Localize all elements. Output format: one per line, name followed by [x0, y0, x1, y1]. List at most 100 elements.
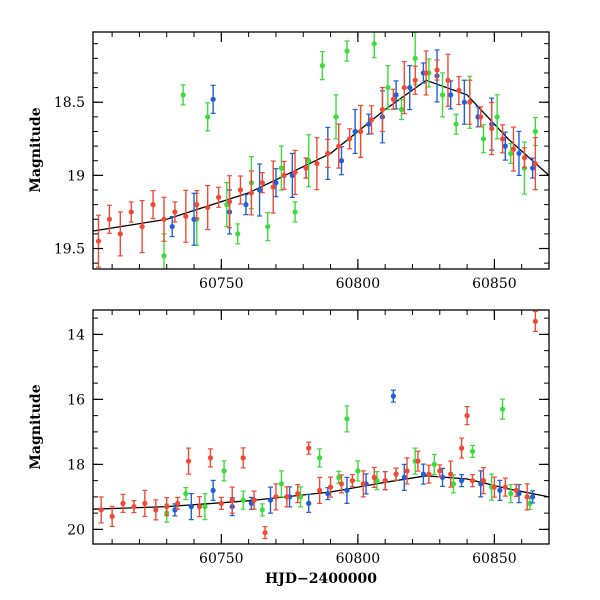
data-point	[202, 504, 208, 510]
fit-curve	[93, 79, 549, 232]
data-point	[205, 114, 211, 120]
data-point	[344, 487, 350, 493]
data-point	[327, 484, 334, 490]
data-point	[98, 507, 104, 513]
data-point	[530, 165, 536, 171]
data-point	[532, 161, 538, 167]
data-point	[352, 128, 358, 135]
data-point	[426, 471, 432, 477]
data-point	[139, 223, 145, 230]
data-point	[420, 471, 426, 477]
data-point	[235, 231, 241, 237]
data-point	[393, 471, 399, 477]
data-point	[467, 99, 473, 105]
data-point	[530, 494, 536, 500]
data-point	[469, 448, 476, 454]
data-point	[459, 478, 465, 484]
data-point	[478, 114, 484, 120]
data-point	[150, 202, 156, 208]
data-point	[453, 121, 459, 127]
data-point	[445, 77, 451, 83]
x-tick-label: 60850	[472, 551, 517, 567]
data-point	[210, 487, 216, 493]
data-point	[532, 128, 538, 135]
data-point	[382, 478, 388, 484]
data-point	[532, 318, 538, 324]
y-tick-label: 16	[67, 392, 85, 408]
data-point	[164, 504, 170, 510]
data-point	[270, 184, 276, 190]
data-point	[314, 161, 320, 167]
data-point	[317, 487, 323, 493]
data-point	[169, 223, 175, 230]
data-point	[344, 416, 350, 422]
data-point	[218, 500, 224, 506]
y-tick-label: 20	[67, 522, 85, 538]
data-point	[325, 150, 331, 157]
data-point	[191, 216, 197, 222]
data-point	[385, 84, 391, 91]
x-tick-label: 60850	[472, 276, 517, 292]
data-point	[172, 209, 178, 215]
data-point	[221, 468, 227, 474]
data-point	[489, 125, 495, 132]
data-point	[306, 158, 312, 164]
y-tick-label: 14	[67, 327, 85, 343]
data-point	[448, 471, 454, 477]
data-point	[401, 84, 407, 91]
data-point	[508, 150, 514, 157]
data-point	[499, 136, 506, 142]
data-point	[292, 169, 298, 176]
data-point	[273, 180, 279, 186]
data-point	[371, 41, 377, 47]
data-point	[434, 67, 440, 73]
x-tick-label: 60800	[336, 551, 381, 567]
data-point	[494, 114, 500, 120]
data-point	[153, 507, 159, 513]
data-point	[338, 158, 345, 164]
data-point	[480, 136, 487, 142]
data-point	[172, 507, 178, 513]
data-point	[175, 500, 181, 506]
data-point	[347, 136, 353, 142]
data-point	[251, 497, 257, 503]
x-tick-label: 60800	[336, 276, 381, 292]
data-point	[180, 92, 186, 98]
data-point	[398, 106, 405, 113]
bottom-y-axis-label: Magnitude	[28, 384, 44, 469]
data-point	[317, 455, 323, 461]
data-point	[229, 497, 235, 503]
plot-frame	[92, 31, 550, 270]
data-point	[237, 187, 244, 193]
top-panel: 60750 60800 60850 18.5 19 19.5 Magnitude	[28, 31, 550, 292]
data-point	[196, 504, 203, 510]
data-point	[284, 494, 290, 500]
data-point	[240, 497, 246, 503]
data-point	[336, 143, 342, 149]
data-point	[439, 474, 446, 480]
data-point	[303, 165, 309, 171]
data-point	[306, 500, 312, 506]
data-point	[393, 92, 399, 98]
data-point	[295, 491, 301, 497]
data-point	[240, 455, 246, 461]
data-point	[256, 187, 263, 193]
data-point	[273, 494, 279, 500]
data-point	[128, 209, 134, 215]
data-point	[106, 216, 112, 222]
data-point	[527, 500, 533, 506]
data-point	[404, 468, 410, 474]
data-point	[480, 478, 487, 484]
data-point	[188, 504, 194, 510]
data-point	[281, 172, 287, 178]
data-point	[459, 445, 465, 451]
data-point	[349, 478, 356, 484]
data-point	[336, 474, 342, 480]
top-y-axis-label: Magnitude	[28, 107, 44, 192]
x-tick-label: 60750	[199, 551, 244, 567]
data-point	[516, 150, 522, 157]
data-point	[183, 213, 189, 219]
data-point	[437, 468, 443, 474]
data-point	[371, 474, 377, 480]
data-point	[431, 461, 437, 467]
